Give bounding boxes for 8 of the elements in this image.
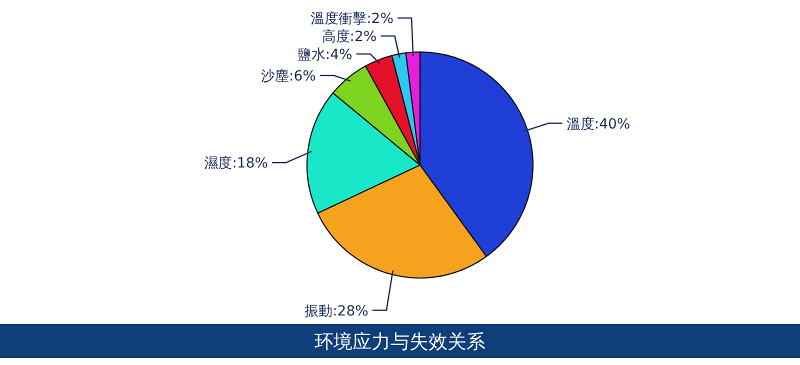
slice-label: 鹽水:4% [297,47,352,63]
slice-label: 溫度:40% [566,116,630,132]
slice-label: 濕度:18% [204,156,268,172]
slice-label: 溫度衝擊:2% [310,11,394,27]
slice-label: 高度:2% [322,29,377,45]
text: 环境应力与失效关系 [314,331,486,353]
slice-label: 沙塵:6% [261,68,316,84]
slice-label: 振動:28% [304,303,368,320]
